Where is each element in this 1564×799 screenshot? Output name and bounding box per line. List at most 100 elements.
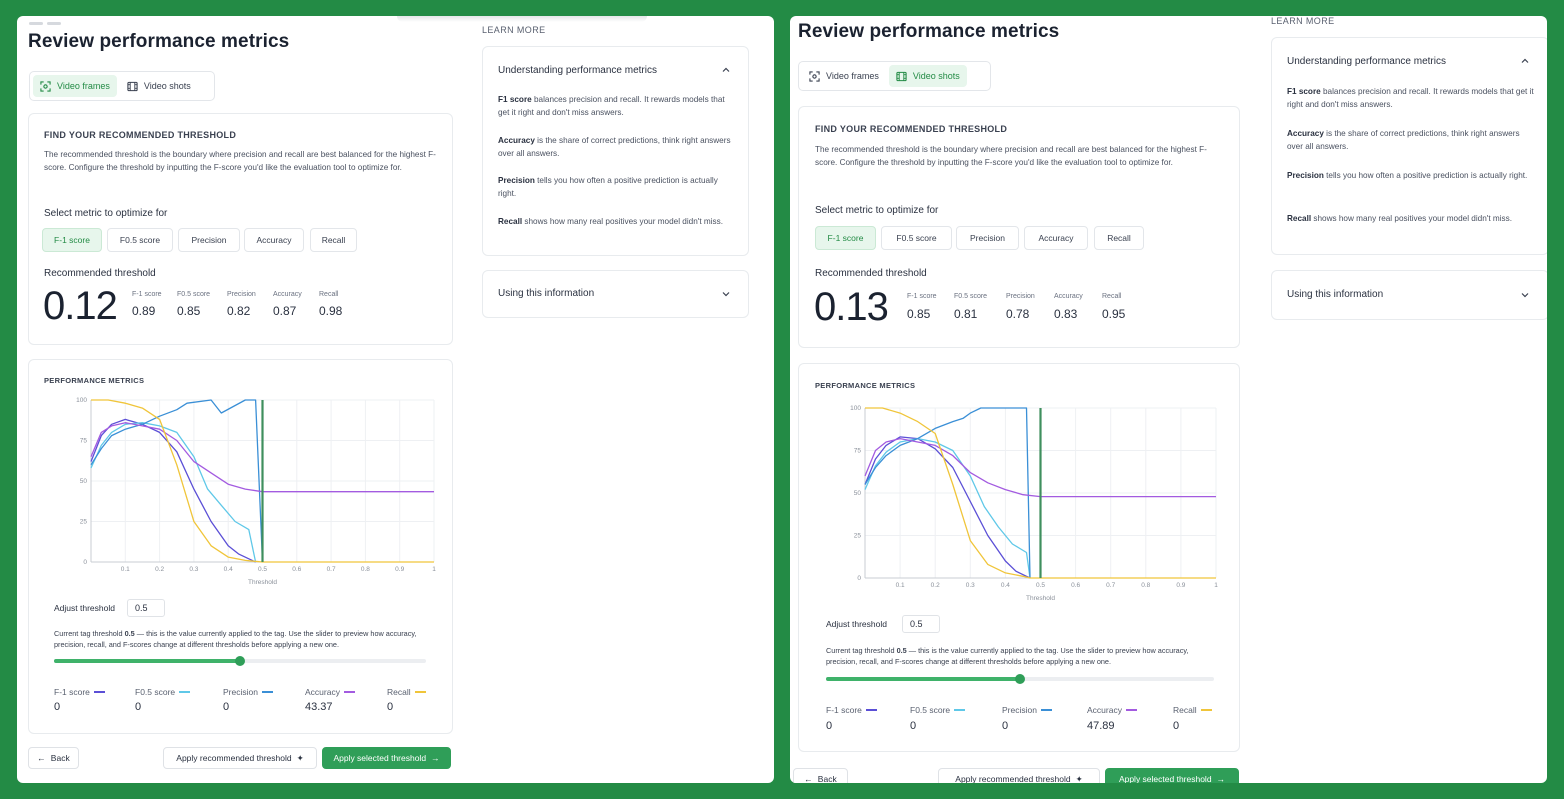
review-panel-frames: Review performance metrics Video frames … [17,16,774,783]
stat-label: Precision [1006,293,1035,300]
x-tick-label: 0.2 [155,566,164,573]
accordion-title[interactable]: Understanding performance metrics [1287,56,1446,67]
metric-chip-recall[interactable]: Recall [310,228,357,252]
x-tick-label: 0.7 [327,566,336,573]
legend-swatch [954,709,966,711]
apply-selected-button[interactable]: Apply selected threshold → [1105,768,1239,783]
drag-handle[interactable] [29,22,61,25]
metric-chip-f05[interactable]: F0.5 score [881,226,952,250]
legend-swatch [1200,709,1212,711]
legend-accuracy: Accuracy [305,687,355,697]
back-button[interactable]: ← Back [793,768,848,783]
focus-frame-icon [809,70,820,82]
legend-f05: F0.5 score [135,687,191,697]
stat-value: 0.89 [132,304,156,318]
accordion-title: Using this information [1287,289,1384,300]
x-tick-label: 1 [1214,582,1218,589]
legend-value: 0 [826,720,833,732]
metric-chip-accuracy[interactable]: Accuracy [1024,226,1088,250]
accordion-using[interactable]: Using this information [1271,270,1547,320]
legend-value: 47.89 [1087,720,1115,732]
legend-label: F-1 score [54,687,90,697]
select-metric-label: Select metric to optimize for [44,208,168,219]
legend-label: F0.5 score [910,705,951,715]
term: Accuracy [1287,129,1324,138]
threshold-slider-handle[interactable] [235,656,245,666]
metric-chip-f1[interactable]: F-1 score [815,226,876,250]
series-line-precision [864,407,1031,579]
back-button[interactable]: ← Back [28,747,79,769]
legend-recall: Recall [387,687,426,697]
chevron-up-icon[interactable] [1520,56,1530,66]
metric-chip-precision[interactable]: Precision [956,226,1019,250]
select-metric-label: Select metric to optimize for [815,205,939,216]
stat-label: Precision [227,291,256,298]
legend-value: 0 [910,720,917,732]
tab-video-frames[interactable]: Video frames [33,75,117,97]
x-tick-label: 0.8 [361,566,370,573]
media-type-toggle: Video frames Video shots [29,71,215,101]
term: Recall [1287,214,1312,223]
threshold-input[interactable]: 0.5 [902,615,940,633]
accordion-title[interactable]: Understanding performance metrics [498,65,657,76]
x-tick-label: 0.9 [1176,582,1185,589]
metric-chip-accuracy[interactable]: Accuracy [244,228,304,252]
threshold-slider-fill [826,677,1020,681]
x-tick-label: 0.8 [1141,582,1150,589]
threshold-heading: FIND YOUR RECOMMENDED THRESHOLD [815,124,1008,134]
x-tick-label: 0.6 [1071,582,1080,589]
threshold-slider-handle[interactable] [1015,674,1025,684]
legend-value: 0 [387,701,394,713]
x-tick-label: 0.4 [1001,582,1010,589]
apply-recommended-button[interactable]: Apply recommended threshold ✦ [163,747,317,769]
arrow-left-icon: ← [37,753,46,763]
arrow-left-icon: ← [804,774,813,783]
x-tick-label: 0.7 [1106,582,1115,589]
film-icon [127,81,138,91]
page-title: Review performance metrics [28,31,290,52]
media-type-toggle: Video frames Video shots [798,61,991,91]
chevron-up-icon[interactable] [721,65,731,75]
tab-video-frames[interactable]: Video frames [802,65,886,87]
tab-video-shots[interactable]: Video shots [120,75,198,97]
metric-chip-precision[interactable]: Precision [178,228,240,252]
x-tick-label: 0.3 [189,566,198,573]
y-tick-label: 25 [854,533,862,540]
metric-chip-f05[interactable]: F0.5 score [107,228,173,252]
stat-value: 0.78 [1006,307,1030,321]
accordion-using[interactable]: Using this information [482,270,749,318]
definition-accuracy: Accuracy is the share of correct predict… [1287,127,1537,153]
x-tick-label: 0.1 [896,582,905,589]
chevron-down-icon[interactable] [721,289,731,299]
definition: is the share of correct predictions, thi… [1287,129,1520,151]
series-line-recall [865,407,1216,579]
metric-chip-f1[interactable]: F-1 score [42,228,102,252]
definition-recall: Recall shows how many real positives you… [498,215,738,228]
x-axis-label: Threshold [1026,595,1055,602]
note-suffix: — this is the value currently applied to… [54,629,417,649]
series-line-accuracy [864,437,1216,498]
apply-selected-button[interactable]: Apply selected threshold → [322,747,451,769]
performance-card: PERFORMANCE METRICS 0.1 0.2 0.3 0.4 0.5 0.6 0.… [28,359,453,734]
chevron-down-icon[interactable] [1520,290,1530,300]
threshold-description: The recommended threshold is the boundar… [44,150,436,172]
definition: tells you how often a positive predictio… [498,176,718,198]
x-axis-label: Threshold [248,579,277,586]
page-title: Review performance metrics [798,21,1060,42]
threshold-note: Current tag threshold 0.5 — this is the … [54,628,434,650]
series-line-precision [90,399,264,563]
stat-label: F-1 score [132,291,162,298]
legend-label: Precision [223,687,258,697]
tab-video-shots[interactable]: Video shots [888,65,967,87]
performance-chart: 0.1 0.2 0.3 0.4 0.5 0.6 0.7 0.8 0.9 1 0 25 50 75 100 Th… [850,405,1218,602]
metric-chip-recall[interactable]: Recall [1094,226,1144,250]
arrow-right-icon: → [1216,774,1226,783]
legend-f1: F-1 score [826,705,877,715]
y-tick-label: 50 [854,490,862,497]
stat-label: Recall [319,291,339,298]
apply-recommended-button[interactable]: Apply recommended threshold ✦ [938,768,1100,783]
legend-swatch [1125,709,1137,711]
legend-precision: Precision [1002,705,1052,715]
threshold-input[interactable]: 0.5 [127,599,165,617]
legend-value: 43.37 [305,701,333,713]
